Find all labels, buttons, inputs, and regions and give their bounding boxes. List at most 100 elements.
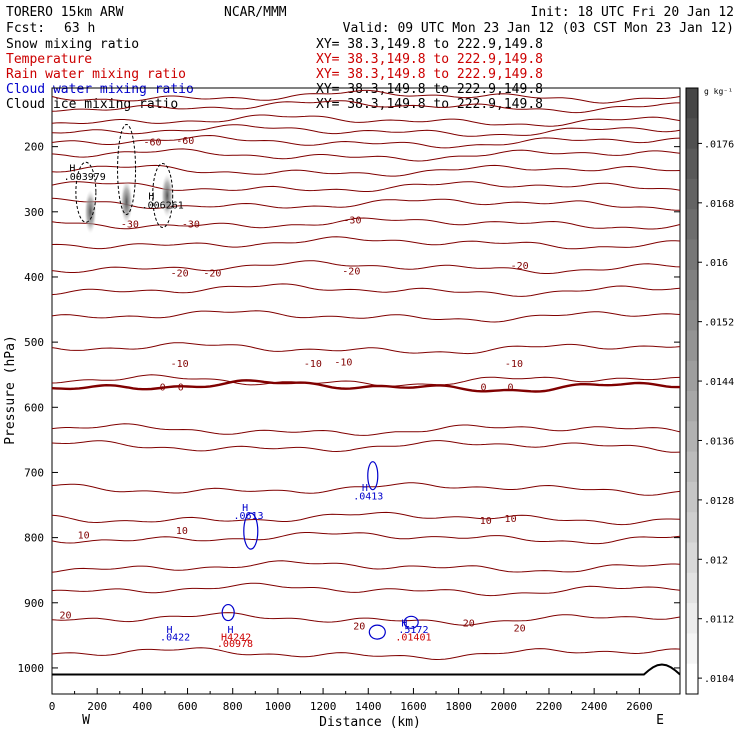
temperature-label: 0 (480, 382, 486, 393)
model-title: TORERO 15km ARW (6, 5, 124, 20)
field-xy: XY= 38.3,149.8 to 222.9,149.8 (316, 37, 543, 52)
y-tick-label: 300 (24, 206, 44, 219)
colorbar-swatch (686, 118, 698, 150)
maximum-label: .0613 (233, 511, 263, 522)
ice-contour (117, 123, 137, 215)
snow-shading (161, 173, 174, 218)
temperature-contour (52, 164, 680, 177)
temperature-label: -30 (121, 220, 139, 231)
temperature-contour (52, 342, 680, 355)
maximum-label: .01401 (395, 633, 431, 644)
colorbar-swatch (686, 330, 698, 362)
center-title: NCAR/MMM (224, 5, 287, 20)
colorbar-swatch (686, 421, 698, 453)
temperature-contour (52, 482, 680, 496)
colorbar-swatch (686, 239, 698, 271)
field-name: Snow mixing ratio (6, 37, 139, 52)
temperature-label: 20 (463, 618, 475, 629)
colorbar-swatch (686, 209, 698, 240)
x-tick-label: 2400 (581, 700, 608, 713)
colorbar-swatch (686, 633, 698, 665)
colorbar-swatch (686, 512, 698, 543)
y-tick-label: 600 (24, 401, 44, 414)
temperature-label: -30 (343, 216, 361, 227)
west-label: W (82, 713, 90, 728)
temperature-contour (52, 511, 680, 526)
temperature-contour (52, 440, 680, 453)
maximum-label: .00978 (217, 639, 253, 650)
temperature-label: 0 (178, 382, 184, 393)
x-tick-label: 2600 (626, 700, 653, 713)
x-tick-label: 1800 (445, 700, 472, 713)
maximum-label: .003979 (64, 172, 106, 183)
x-axis-label: Distance (km) (319, 715, 421, 730)
y-tick-label: 700 (24, 466, 44, 479)
temperature-label: 10 (78, 530, 90, 541)
cloud-water-contour (243, 512, 259, 550)
x-tick-label: 1600 (400, 700, 427, 713)
y-tick-label: 200 (24, 141, 44, 154)
colorbar-swatch (686, 542, 698, 574)
temperature-contour (52, 181, 680, 192)
x-tick-label: 1200 (310, 700, 337, 713)
cloud-water-contour (403, 615, 419, 629)
maximum-label: .5172 (398, 625, 428, 636)
maximum-label: H4242 (221, 633, 251, 644)
temperature-label: -20 (171, 268, 189, 279)
field-legend: Snow mixing ratio XY= 38.3,149.8 to 222.… (6, 37, 543, 112)
temperature-label: -10 (505, 359, 523, 370)
field-xy: XY= 38.3,149.8 to 222.9,149.8 (316, 97, 543, 112)
field-name: Rain water mixing ratio (6, 67, 186, 82)
init-time: Init: 18 UTC Fri 20 Jan 12 (531, 5, 735, 20)
x-tick-label: 200 (87, 700, 107, 713)
colorbar-swatch (686, 663, 698, 695)
east-label: E (656, 713, 664, 728)
temperature-contour (52, 114, 680, 127)
temperature-contour (52, 423, 680, 436)
maximum-label: H (401, 618, 407, 629)
temperature-contour (52, 560, 680, 573)
temperature-label: 10 (176, 526, 188, 537)
colorbar-tick-label: .0136 (704, 436, 734, 447)
temperature-contour (52, 148, 680, 162)
temperature-label: 10 (480, 516, 492, 527)
x-tick-label: 1000 (265, 700, 292, 713)
temperature-contour (52, 236, 680, 250)
y-tick-label: 800 (24, 532, 44, 545)
x-tick-label: 600 (178, 700, 198, 713)
temperature-label: 0 (508, 382, 514, 393)
maximum-label: H (227, 625, 233, 636)
valid-time: Valid: 09 UTC Mon 23 Jan 12 (03 CST Mon … (343, 21, 734, 36)
colorbar-swatch (686, 88, 698, 119)
y-tick-label: 500 (24, 336, 44, 349)
field-name: Cloud water mixing ratio (6, 82, 194, 97)
colorbar-swatch (686, 300, 698, 331)
colorbar-tick-label: .0104 (704, 674, 734, 685)
temperature-contour (52, 582, 680, 597)
field-name: Temperature (6, 52, 92, 67)
temperature-contour (52, 260, 680, 274)
y-tick-label: 900 (24, 597, 44, 610)
maximum-label: .0413 (353, 491, 383, 502)
temperature-contour (52, 647, 680, 661)
temperature-label: 20 (514, 624, 526, 635)
temperature-contour (52, 217, 680, 230)
fcst-label: Fcst: (6, 21, 45, 36)
y-axis-label: Pressure (hPa) (3, 335, 18, 445)
x-tick-label: 1400 (355, 700, 382, 713)
zero-isotherm (52, 379, 680, 393)
colorbar-swatch (686, 360, 698, 392)
maximum-label: H (166, 625, 172, 636)
colorbar-tick-label: .0112 (704, 615, 734, 626)
temperature-label: 10 (505, 514, 517, 525)
y-tick-label: 1000 (18, 662, 45, 675)
maximum-label: H (148, 192, 154, 203)
cloud-water-contour (367, 461, 379, 491)
terrain-line (52, 663, 680, 676)
temperature-label: -10 (334, 358, 352, 369)
fcst-value: 63 h (64, 21, 95, 36)
temperature-label: 0 (160, 382, 166, 393)
x-tick-label: 2200 (536, 700, 563, 713)
colorbar-swatch (686, 451, 698, 483)
colorbar-swatch (686, 572, 698, 604)
